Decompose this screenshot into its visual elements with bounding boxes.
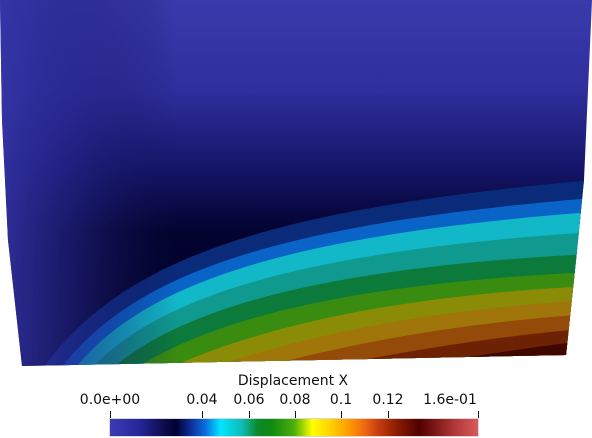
- colorbar-tick-label: 0.08: [279, 392, 311, 408]
- colorbar-tick-mark: [341, 411, 342, 419]
- colorbar-title: Displacement X: [237, 373, 349, 389]
- colorbar-tick-mark: [202, 411, 203, 419]
- colorbar-tick-label: 0.12: [372, 392, 404, 408]
- colorbar-min-label: 0.0e+00: [79, 392, 141, 408]
- colorbar-tick-label: 0.06: [233, 392, 265, 408]
- colorbar-gradient[interactable]: [109, 418, 479, 437]
- render-viewport[interactable]: [0, 0, 592, 372]
- colorbar-tick-label: 0.1: [329, 392, 353, 408]
- displacement-surface: [0, 0, 592, 366]
- colorbar-tick-mark: [295, 411, 296, 419]
- colorbar-tick-mark: [388, 411, 389, 419]
- colorbar-max-label: 1.6e-01: [423, 392, 477, 408]
- colorbar-tick-label: 0.04: [186, 392, 218, 408]
- colorbar-tick-mark: [110, 411, 111, 419]
- colorbar-tick-mark: [478, 411, 479, 419]
- colorbar-tick-mark: [249, 411, 250, 419]
